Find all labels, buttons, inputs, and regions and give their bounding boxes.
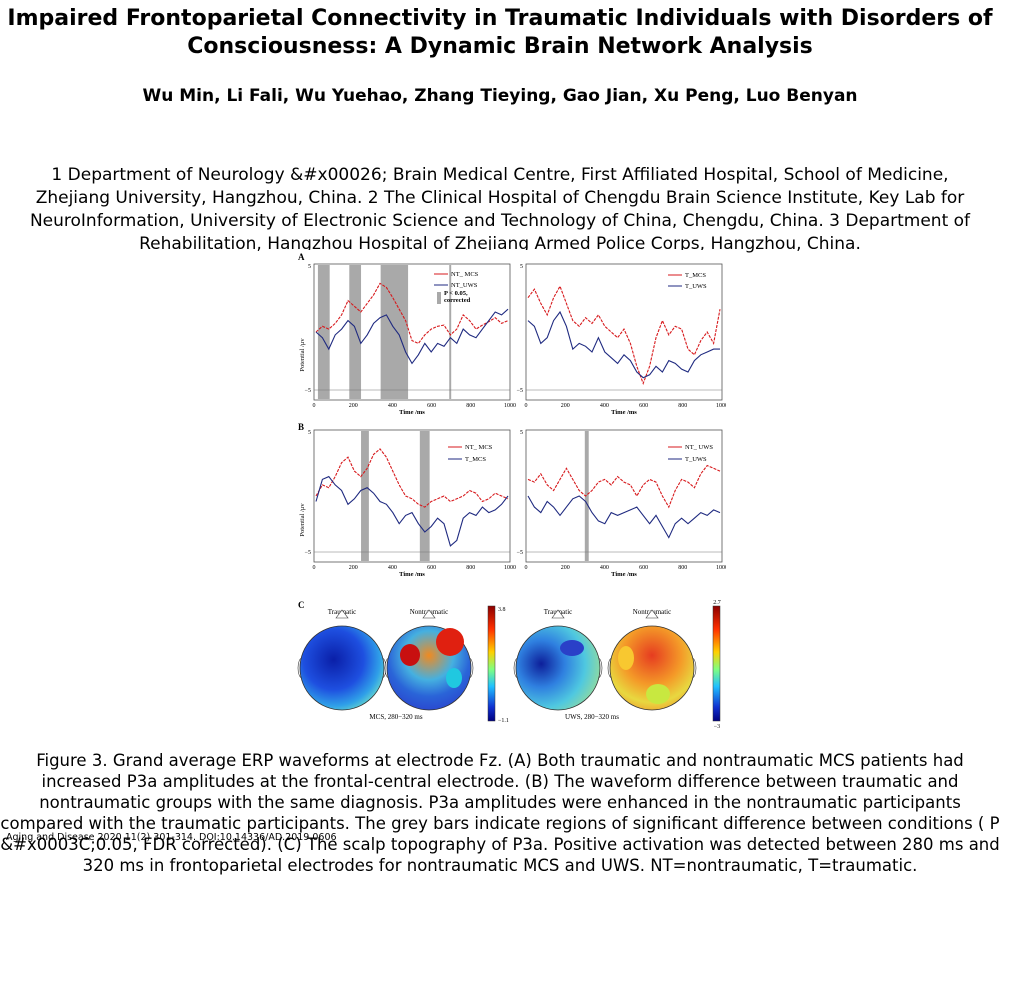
colorbar-mcs xyxy=(487,605,496,722)
xtick-a-right-5: 1000 xyxy=(716,403,726,409)
panel-label-b: B xyxy=(298,422,304,432)
plot-frame-a-right xyxy=(525,263,723,401)
xtick-a-left-5: 1000 xyxy=(504,403,516,409)
legend-t-mcs: T_MCS xyxy=(685,272,706,279)
xtick-b-right-2: 400 xyxy=(600,565,609,571)
sig-bar-a-left-3 xyxy=(449,265,452,399)
legend-t-uws: T_UWS xyxy=(685,283,707,290)
sig-bar-a-left-0 xyxy=(317,265,330,399)
ytick-top-a-left: 5 xyxy=(308,264,311,270)
ylabel-a: Potential /μv xyxy=(299,338,306,372)
xtick-b-left-4: 800 xyxy=(466,565,475,571)
legend-nt-uws: NT_UWS xyxy=(451,282,478,289)
sig-bar-a-left-2 xyxy=(380,265,409,399)
erp-red-b-right xyxy=(527,464,721,509)
paper-authors: Wu Min, Li Fali, Wu Yuehao, Zhang Tieyin… xyxy=(142,86,858,106)
ytick-bottom-b-right: −5 xyxy=(517,550,523,556)
colorbar-uws xyxy=(712,605,721,722)
ytick-bottom-a-right: −5 xyxy=(517,388,523,394)
paper-affiliations: 1 Department of Neurology &#x00026; Brai… xyxy=(29,165,971,254)
legend-b-nt-uws: NT_ UWS xyxy=(685,444,713,451)
ytick-top-b-left: 5 xyxy=(308,430,311,436)
colorbar-mcs-max: 3.8 xyxy=(498,607,506,613)
scalp-map-nontraumatic-uws xyxy=(607,609,697,711)
legend-a-right: T_MCS T_UWS xyxy=(668,272,707,290)
xtick-b-left-2: 400 xyxy=(388,565,397,571)
xtick-a-left-1: 200 xyxy=(349,403,358,409)
legend-a-left: NT_ MCS NT_UWS P < 0.05, corrected xyxy=(434,271,479,304)
erp-blue-a-right xyxy=(527,310,720,379)
xtick-a-left-2: 400 xyxy=(388,403,397,409)
erp-blue-a-left xyxy=(315,308,509,365)
legend-b-t-mcs: T_MCS xyxy=(465,456,486,463)
topo-condition-uws: UWS, 280−320 ms xyxy=(565,713,619,721)
erp-red-a-left xyxy=(315,282,509,345)
colorbar-uws-min: −3 xyxy=(714,724,720,730)
plot-frame-b-left xyxy=(313,429,511,563)
legend-b-nt-mcs: NT_ MCS xyxy=(465,444,493,451)
xtick-a-right-4: 800 xyxy=(678,403,687,409)
erp-red-b-left xyxy=(315,448,509,508)
scalp-map-traumatic-mcs xyxy=(297,609,387,711)
sig-bar-b-right-0 xyxy=(584,431,589,561)
colorbar-mcs-min: −1.1 xyxy=(498,718,509,724)
xtick-a-left-3: 600 xyxy=(427,403,436,409)
erp-plots: 5 −5 0 200 400 600 800 1000 Time /ms 5 −5 0 200 400 60… xyxy=(305,263,728,578)
topo-condition-mcs: MCS, 280−320 ms xyxy=(369,713,422,721)
xtick-b-right-5: 1000 xyxy=(716,565,726,571)
scalp-map-nontraumatic-mcs xyxy=(384,609,474,711)
ylabel-b: Potential /μv xyxy=(299,503,306,537)
sig-bar-a-left-1 xyxy=(349,265,362,399)
xtick-b-right-4: 800 xyxy=(678,565,687,571)
ytick-bottom-b-left: −5 xyxy=(305,550,311,556)
legend-b-t-uws: T_UWS xyxy=(685,456,707,463)
legend-b-left: NT_ MCS T_MCS xyxy=(448,444,493,463)
xtick-a-left-4: 800 xyxy=(466,403,475,409)
erp-blue-b-left xyxy=(315,475,509,547)
plot-frame-a-left xyxy=(313,263,511,401)
sig-bar-b-left-0 xyxy=(361,431,369,561)
xtick-b-left-1: 200 xyxy=(349,565,358,571)
xtick-a-right-1: 200 xyxy=(561,403,570,409)
ytick-bottom-a-left: −5 xyxy=(305,388,311,394)
paper-title: Impaired Frontoparietal Connectivity in … xyxy=(7,6,993,59)
panel-c-topographies: Traumatic Nontraumatic Traumatic Nontrau… xyxy=(297,600,721,730)
figure-caption: Figure 3. Grand average ERP waveforms at… xyxy=(0,751,1000,875)
xtick-b-right-0: 0 xyxy=(525,565,528,571)
ytick-top-a-right: 5 xyxy=(520,264,523,270)
xlabel-a-left: Time /ms xyxy=(399,409,425,416)
xtick-b-right-1: 200 xyxy=(561,565,570,571)
panel-label-c: C xyxy=(298,600,305,610)
xtick-b-left-5: 1000 xyxy=(504,565,516,571)
erp-blue-b-right xyxy=(527,495,721,539)
scalp-map-traumatic-uws xyxy=(513,609,603,711)
legend-significance: P < 0.05, corrected xyxy=(444,290,471,304)
journal-reference: Aging and Disease 2020 11(2) 301-314. DO… xyxy=(6,832,337,843)
plot-frame-b-right xyxy=(525,429,723,563)
xtick-b-right-3: 600 xyxy=(639,565,648,571)
legend-b-right: NT_ UWS T_UWS xyxy=(668,444,713,463)
colorbar-uws-max: 2.7 xyxy=(713,600,721,606)
xtick-a-right-0: 0 xyxy=(525,403,528,409)
xlabel-b-right: Time /ms xyxy=(611,571,637,578)
ytick-top-b-right: 5 xyxy=(520,430,523,436)
xtick-a-right-2: 400 xyxy=(600,403,609,409)
figure-3: A B C Potential /μv Potential /μv 5 −5 0 20… xyxy=(296,250,728,730)
legend-nt-mcs: NT_ MCS xyxy=(451,271,479,278)
erp-red-a-right xyxy=(527,284,721,385)
panel-label-a: A xyxy=(298,252,305,262)
xlabel-a-right: Time /ms xyxy=(611,409,637,416)
xtick-b-left-0: 0 xyxy=(313,565,316,571)
xlabel-b-left: Time /ms xyxy=(399,571,425,578)
xtick-a-left-0: 0 xyxy=(313,403,316,409)
sig-bar-b-left-1 xyxy=(419,431,430,561)
xtick-a-right-3: 600 xyxy=(639,403,648,409)
xtick-b-left-3: 600 xyxy=(427,565,436,571)
